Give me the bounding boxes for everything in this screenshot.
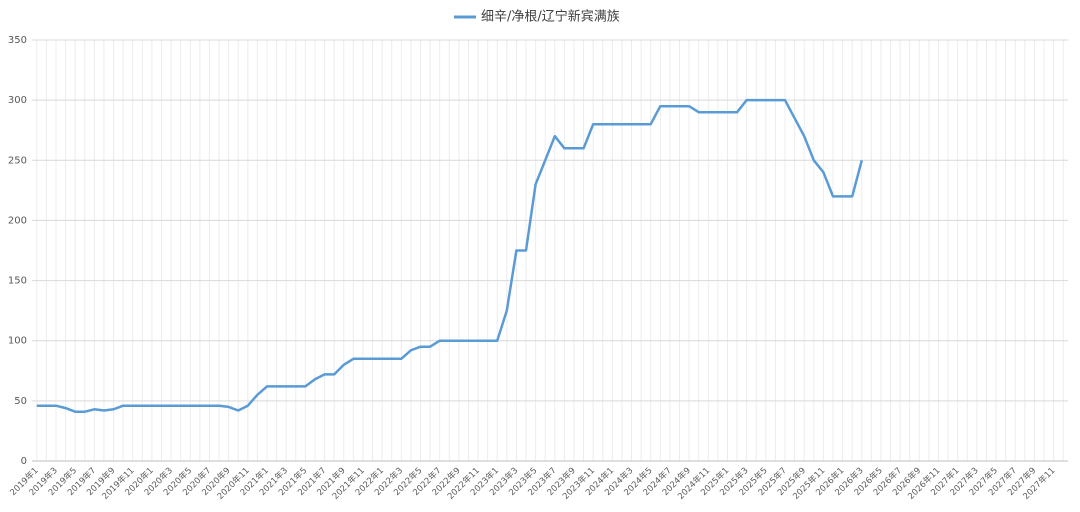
y-tick-label: 250: [8, 155, 27, 166]
y-tick-label: 300: [8, 95, 27, 106]
y-tick-label: 0: [21, 456, 27, 467]
y-tick-label: 150: [8, 276, 27, 287]
y-tick-label: 50: [14, 396, 27, 407]
y-tick-label: 350: [8, 35, 27, 46]
legend-label: 细辛/净根/辽宁新宾满族: [481, 9, 620, 25]
series-line: [36, 98, 864, 413]
y-tick-label: 200: [8, 215, 27, 226]
y-tick-label: 100: [8, 336, 27, 347]
